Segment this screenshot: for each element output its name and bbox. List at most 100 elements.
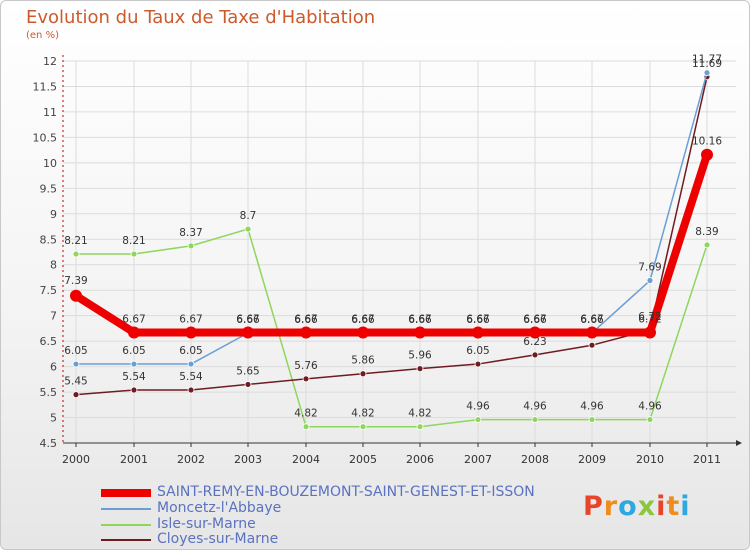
data-point bbox=[302, 423, 310, 431]
data-label: 6.66 bbox=[236, 314, 260, 326]
data-label: 4.82 bbox=[351, 408, 374, 420]
y-tick-label: 7 bbox=[50, 310, 57, 323]
data-point bbox=[586, 326, 598, 339]
logo-letter: P bbox=[583, 491, 604, 522]
data-label: 6.67 bbox=[523, 313, 546, 325]
data-point bbox=[72, 360, 80, 368]
data-point bbox=[529, 326, 541, 339]
data-label: 5.96 bbox=[408, 350, 432, 362]
x-tick-label: 2009 bbox=[578, 453, 606, 466]
legend-swatch-moncetz bbox=[101, 508, 151, 510]
data-label: 8.39 bbox=[695, 226, 718, 238]
data-point bbox=[357, 326, 369, 339]
data-point bbox=[644, 326, 656, 339]
data-point bbox=[187, 360, 195, 368]
data-label: 6.66 bbox=[408, 314, 432, 326]
series-line bbox=[76, 228, 708, 428]
data-point bbox=[474, 360, 482, 368]
data-point bbox=[414, 326, 426, 339]
data-label: 5.54 bbox=[179, 371, 203, 383]
data-label: 7.39 bbox=[64, 275, 87, 287]
data-label: 6.67 bbox=[122, 313, 145, 325]
data-point bbox=[244, 381, 252, 388]
data-point bbox=[472, 326, 484, 339]
data-point bbox=[130, 386, 138, 394]
y-tick-label: 5.5 bbox=[40, 386, 58, 399]
data-label: 6.05 bbox=[179, 345, 202, 357]
data-point bbox=[72, 391, 80, 399]
legend-label-cloyes: Cloyes-sur-Marne bbox=[157, 531, 279, 547]
data-point bbox=[130, 250, 138, 258]
legend-item-isle: Isle-sur-Marne bbox=[101, 516, 581, 535]
x-tick-label: 2004 bbox=[292, 453, 320, 466]
data-label: 6.72 bbox=[638, 311, 661, 323]
y-tick-label: 9.5 bbox=[40, 182, 58, 195]
data-label: 5.45 bbox=[64, 376, 87, 388]
x-tick-label: 2002 bbox=[177, 453, 205, 466]
data-point bbox=[302, 375, 310, 383]
data-label: 11.77 bbox=[692, 54, 722, 66]
y-tick-label: 11.5 bbox=[33, 80, 58, 93]
data-point bbox=[242, 326, 254, 339]
logo-letter: r bbox=[603, 491, 619, 522]
data-point bbox=[703, 69, 711, 77]
data-label: 6.67 bbox=[236, 313, 259, 325]
data-label: 6.05 bbox=[64, 345, 87, 357]
data-label: 6.67 bbox=[580, 313, 603, 325]
data-label: 8.7 bbox=[240, 210, 257, 222]
x-tick-label: 2011 bbox=[693, 453, 721, 466]
y-tick-label: 6.5 bbox=[40, 335, 58, 348]
data-point bbox=[185, 326, 197, 339]
data-label: 8.21 bbox=[64, 235, 87, 247]
data-label: 4.82 bbox=[408, 408, 431, 420]
legend-label-moncetz: Moncetz-l'Abbaye bbox=[157, 500, 282, 516]
x-tick-label: 2010 bbox=[636, 453, 664, 466]
y-tick-label: 8.5 bbox=[40, 233, 58, 246]
data-point bbox=[300, 326, 312, 339]
data-label: 6.67 bbox=[351, 313, 374, 325]
data-label: 10.16 bbox=[692, 136, 722, 148]
data-label: 6.05 bbox=[122, 345, 145, 357]
x-tick-label: 2005 bbox=[349, 453, 377, 466]
data-label: 5.65 bbox=[236, 365, 259, 377]
legend-item-saint-remy: SAINT-REMY-EN-BOUZEMONT-SAINT-GENEST-ET-… bbox=[101, 484, 581, 503]
y-tick-label: 9 bbox=[50, 208, 57, 221]
data-point bbox=[128, 326, 140, 339]
data-label: 6.67 bbox=[466, 313, 489, 325]
data-point bbox=[474, 416, 482, 423]
data-label: 6.66 bbox=[351, 314, 375, 326]
x-tick-label: 2003 bbox=[234, 453, 262, 466]
x-tick-label: 2006 bbox=[406, 453, 434, 466]
data-label: 4.82 bbox=[294, 408, 317, 420]
data-point bbox=[130, 360, 138, 368]
y-unit-label: (en %) bbox=[26, 30, 59, 41]
data-label: 4.96 bbox=[523, 401, 547, 413]
data-label: 6.05 bbox=[466, 345, 489, 357]
data-point bbox=[72, 250, 80, 258]
data-point bbox=[588, 416, 596, 423]
data-point bbox=[359, 370, 367, 378]
data-label: 8.37 bbox=[179, 227, 202, 239]
data-label: 5.76 bbox=[294, 360, 318, 372]
proxiti-logo: Proxiti bbox=[583, 491, 691, 522]
data-label: 6.23 bbox=[523, 336, 546, 348]
data-point bbox=[416, 365, 424, 373]
legend-swatch-saint-remy bbox=[101, 489, 151, 497]
series-line bbox=[76, 72, 708, 365]
series-line bbox=[73, 153, 711, 337]
data-label: 7.69 bbox=[638, 262, 661, 274]
data-label: 6.66 bbox=[294, 314, 318, 326]
data-label: 4.96 bbox=[580, 401, 604, 413]
data-label: 6.67 bbox=[294, 313, 317, 325]
y-tick-label: 5 bbox=[50, 412, 57, 425]
y-tick-label: 6 bbox=[50, 361, 57, 374]
data-point bbox=[703, 241, 711, 249]
x-tick-label: 2008 bbox=[521, 453, 549, 466]
data-label: 11.69 bbox=[692, 58, 722, 70]
data-point bbox=[701, 148, 713, 161]
y-tick-label: 7.5 bbox=[40, 284, 58, 297]
data-label: 5.54 bbox=[122, 371, 146, 383]
data-point bbox=[531, 416, 539, 423]
data-point bbox=[70, 289, 82, 302]
